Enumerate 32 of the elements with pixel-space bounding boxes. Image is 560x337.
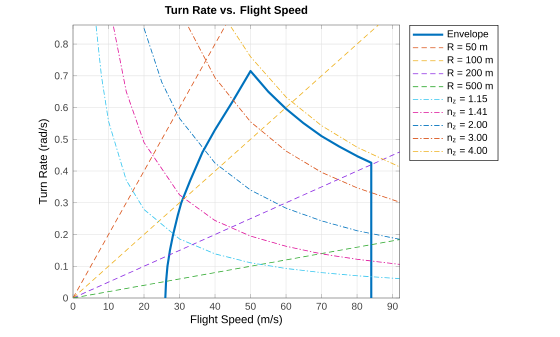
y-tick-label: 0.2 (54, 230, 68, 238)
y-tick-label: 0.7 (54, 72, 68, 80)
y-tick-label: 0.6 (54, 104, 68, 112)
x-tick-label: 20 (138, 302, 150, 310)
chart-title: Turn Rate vs. Flight Speed (164, 6, 308, 16)
y-tick-label: 0.4 (54, 167, 68, 175)
y-tick-label: 0.8 (54, 40, 68, 48)
legend-label: Envelope (448, 30, 488, 40)
x-tick-label: 40 (210, 302, 220, 310)
x-tick-label: 60 (280, 302, 292, 310)
y-tick-label: 0 (63, 294, 68, 302)
y-axis-title: Turn Rate (rad/s) (38, 119, 50, 204)
y-tick-label: 0.5 (54, 136, 68, 143)
x-tick-label: 30 (174, 302, 185, 310)
legend-label: n$_{z}$ = 1.41 (448, 108, 488, 116)
legend-label: R = 50 m (448, 43, 488, 50)
legend-label: n$_{z}$ = 3.00 (448, 134, 488, 142)
legend-label: R = 200 m (448, 69, 493, 76)
legend-label: n$_{z}$ = 1.15 (448, 95, 488, 104)
legend-label: R = 100 m (448, 56, 493, 64)
x-axis-title: Flight Speed (m/s) (190, 314, 282, 326)
legend-label: R = 500 m (448, 82, 493, 90)
y-tick-label: 0.1 (54, 262, 68, 270)
y-tick-label: 0.3 (54, 199, 68, 206)
x-tick-label: 70 (316, 302, 327, 310)
x-tick-label: 10 (104, 302, 114, 310)
x-tick-label: 50 (245, 302, 256, 310)
legend-label: n$_{z}$ = 2.00 (448, 120, 488, 130)
x-tick-label: 80 (352, 302, 362, 310)
x-tick-label: 0 (70, 302, 76, 310)
x-tick-label: 90 (387, 302, 398, 310)
legend-label: n$_{z}$ = 4.00 (448, 146, 488, 156)
